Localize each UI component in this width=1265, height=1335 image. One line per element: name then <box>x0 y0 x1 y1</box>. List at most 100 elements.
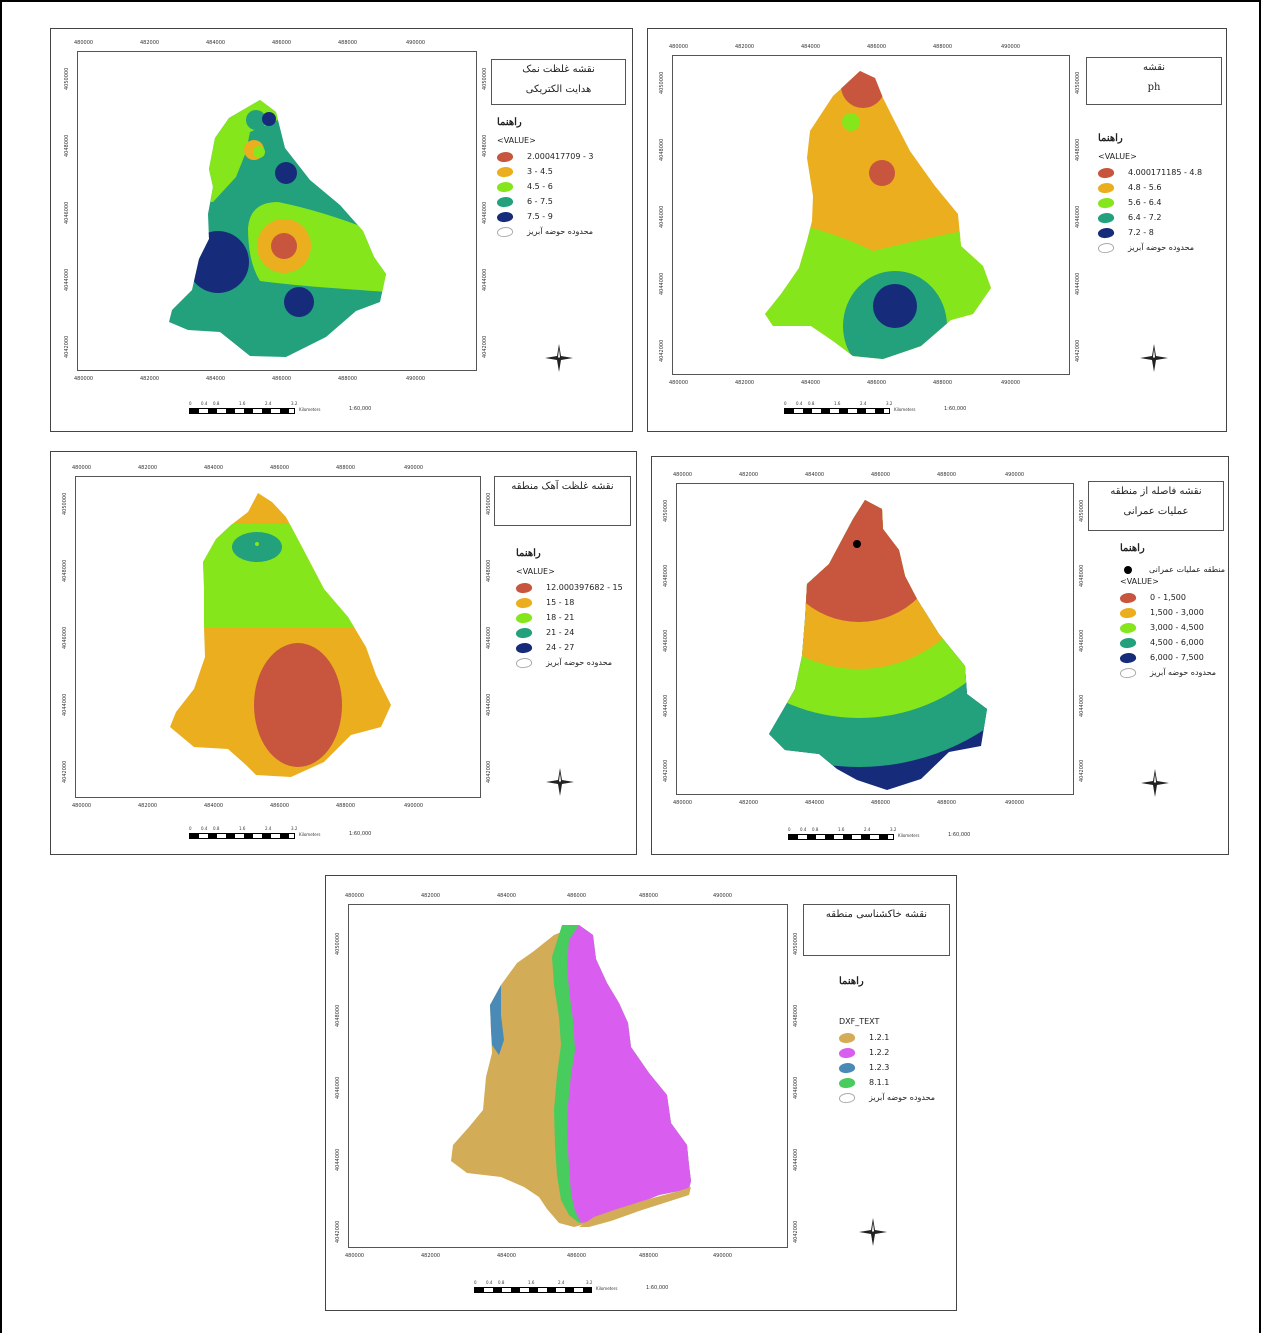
x-tick: 480000 <box>669 44 689 50</box>
legend-item: 8.1.1 <box>838 1075 989 1090</box>
scale-tick: 3.2 <box>291 826 298 831</box>
scale-tick: 1.6 <box>239 826 246 831</box>
class-6-7-5 <box>246 110 266 130</box>
distance-map <box>769 500 987 790</box>
legend-item: 3,000 - 4,500 <box>1119 620 1265 635</box>
y-tick: 4044000 <box>62 693 68 716</box>
x-tick: 486000 <box>270 465 290 471</box>
legend-item: 24 - 27 <box>515 640 666 655</box>
x-tick: 480000 <box>72 803 92 809</box>
x-tick: 484000 <box>206 376 226 382</box>
legend-item: 4.8 - 5.6 <box>1097 180 1248 195</box>
legend-item: محدوده حوضه آبریز <box>515 655 666 670</box>
y-tick: 4050000 <box>663 499 669 522</box>
map-title: نقشه فاصله از منطقه عملیات عمرانی <box>1088 481 1224 531</box>
legend-item: 12.000397682 - 15 <box>515 580 666 595</box>
y-tick: 4048000 <box>659 138 665 161</box>
x-tick: 484000 <box>206 40 226 46</box>
scale-bar: 0 0.4 0.8 1.6 2.4 3.2 Kilometers 1:60,00… <box>784 401 1084 419</box>
y-tick: 4046000 <box>1079 629 1085 652</box>
legend-swatch <box>496 164 514 179</box>
x-tick: 486000 <box>567 893 587 899</box>
scale-ratio: 1:60,000 <box>349 831 372 837</box>
x-tick: 490000 <box>406 376 426 382</box>
scale-tick: 3.2 <box>890 827 897 832</box>
scale-tick: 0.4 <box>800 827 807 832</box>
legend-label: 12.000397682 - 15 <box>546 583 623 592</box>
scale-ratio: 1:60,000 <box>944 406 967 412</box>
y-tick: 4046000 <box>482 201 488 224</box>
x-tick: 484000 <box>805 472 825 478</box>
map-title-line: نقشه <box>1142 62 1166 73</box>
y-tick: 4042000 <box>64 335 70 358</box>
class-21-24 <box>232 532 282 562</box>
legend-item: منطقه عملیات عمرانی <box>1120 562 1265 577</box>
class-4-4-8 <box>869 160 895 186</box>
y-tick: 4050000 <box>62 492 68 515</box>
scale-bar-graphic <box>788 834 894 840</box>
legend-swatch <box>515 625 533 640</box>
legend-label: 8.1.1 <box>869 1078 890 1087</box>
class-0-1500 <box>775 500 943 622</box>
class-2-3 <box>271 233 297 259</box>
legend-label: محدوده حوضه آبریز <box>527 227 594 236</box>
legend-label: محدوده حوضه آبریز <box>1128 243 1195 252</box>
map-title-line: عملیات عمرانی <box>1123 506 1189 517</box>
y-tick: 4048000 <box>335 1004 341 1027</box>
scale-unit: Kilometers <box>596 1286 618 1291</box>
legend-label: 6 - 7.5 <box>527 197 553 206</box>
x-tick: 482000 <box>138 465 158 471</box>
x-tick: 484000 <box>204 803 224 809</box>
y-tick: 4048000 <box>663 564 669 587</box>
construction-point-icon <box>853 540 861 548</box>
legend-label: 6,000 - 7,500 <box>1150 653 1204 662</box>
scale-tick: 0.8 <box>213 826 220 831</box>
y-tick: 4042000 <box>793 1220 799 1243</box>
legend-field: DXF_TEXT <box>839 1017 880 1026</box>
legend-label: 24 - 27 <box>546 643 575 652</box>
scale-tick: 0.4 <box>486 1280 493 1285</box>
legend-item: محدوده حوضه آبریز <box>838 1090 989 1105</box>
legend-swatch <box>1119 620 1137 635</box>
legend-item: محدوده حوضه آبریز <box>1097 240 1248 255</box>
y-tick: 4048000 <box>793 1004 799 1027</box>
y-tick: 4050000 <box>486 492 492 515</box>
legend-swatch <box>1119 635 1137 650</box>
y-tick: 4042000 <box>62 760 68 783</box>
legend-swatch <box>496 179 514 194</box>
x-tick: 488000 <box>937 800 957 806</box>
y-tick: 4044000 <box>1075 272 1081 295</box>
legend-item: 4,500 - 6,000 <box>1119 635 1265 650</box>
x-tick: 482000 <box>739 800 759 806</box>
x-tick: 490000 <box>713 1253 733 1259</box>
legend-item: 6 - 7.5 <box>496 194 647 209</box>
class-7-2-8 <box>873 284 917 328</box>
north-arrow-icon <box>1141 769 1169 797</box>
x-tick: 484000 <box>497 893 517 899</box>
north-arrow-icon <box>545 344 573 372</box>
legend-swatch <box>515 610 533 625</box>
map-title: نقشه غلظت نمک هدایت الکتریکی <box>491 59 626 105</box>
legend-swatch <box>1119 590 1137 605</box>
map-title-line: ph <box>1147 82 1161 93</box>
scale-tick: 1.6 <box>834 401 841 406</box>
x-tick: 480000 <box>74 376 94 382</box>
legend-swatch <box>1097 195 1115 210</box>
y-tick: 4048000 <box>64 134 70 157</box>
y-tick: 4046000 <box>663 629 669 652</box>
scale-bar-graphic <box>189 408 295 414</box>
x-tick: 488000 <box>639 893 659 899</box>
scale-bar-graphic <box>474 1287 592 1293</box>
legend: راهنما <VALUE> 4.000171185 - 4.8 4.8 - 5… <box>1097 133 1248 255</box>
x-tick: 484000 <box>801 44 821 50</box>
x-tick: 482000 <box>421 1253 441 1259</box>
scale-ratio: 1:60,000 <box>948 832 971 838</box>
y-tick: 4042000 <box>486 760 492 783</box>
legend-label: 2.000417709 - 3 <box>527 152 594 161</box>
legend-field: <VALUE> <box>1120 577 1159 586</box>
legend-item: 1.2.2 <box>838 1045 989 1060</box>
x-tick: 490000 <box>1001 44 1021 50</box>
class-7-5-9 <box>275 162 297 184</box>
legend-swatch <box>496 224 514 239</box>
north-arrow-icon <box>1140 344 1168 372</box>
